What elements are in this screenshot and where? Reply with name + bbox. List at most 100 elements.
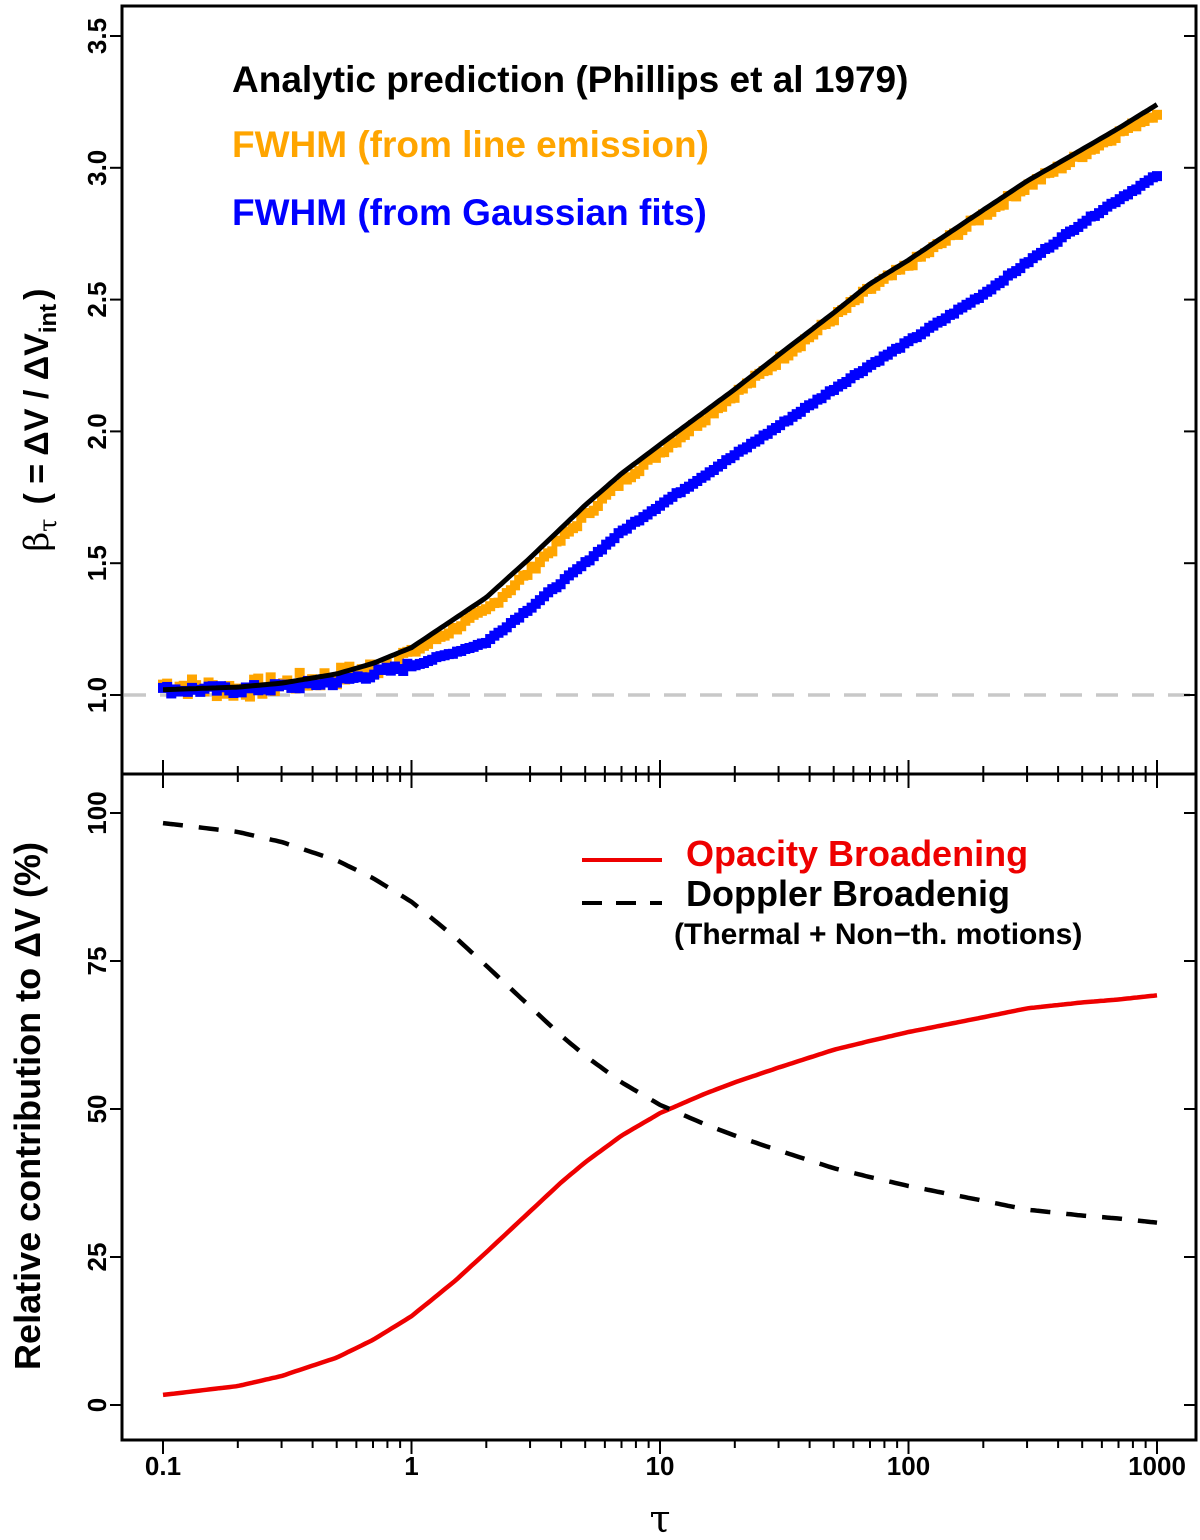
data-point (737, 383, 748, 394)
data-point (998, 199, 1009, 210)
top-panel: 1.0 1.5 2.0 2.5 3.0 3.5 βτ ( = ΔV / ΔVint) Ana… (17, 4, 1198, 788)
bottom-panel: 0 25 50 75 100 0.1 1 10 100 1000 Relative contri… (7, 772, 1198, 1540)
data-point (700, 415, 711, 426)
legend-gaussian-fits: FWHM (from Gaussian fits) (232, 192, 707, 233)
data-point (1152, 109, 1162, 120)
data-point (443, 628, 454, 639)
x-axis-label: τ (649, 1497, 670, 1540)
data-point (605, 486, 616, 497)
data-point (961, 221, 972, 232)
top-plot-area (124, 102, 1194, 702)
data-point (671, 437, 682, 448)
data-point (265, 685, 276, 696)
x-tick-label: 10 (646, 1451, 675, 1481)
series-gaussian-fits (158, 171, 1162, 699)
x-tick-label: 0.1 (145, 1451, 181, 1481)
top-y-axis-label: βτ ( = ΔV / ΔVint) (17, 289, 62, 552)
data-point (244, 691, 255, 702)
data-point (522, 569, 533, 580)
data-point (178, 680, 189, 691)
data-point (211, 691, 222, 702)
tau-subscript: τ (34, 519, 62, 532)
data-point (973, 215, 984, 226)
data-point (294, 667, 305, 678)
top-y-tick-label: 2.0 (82, 413, 112, 449)
ylabel-open: ( = ΔV / ΔV (18, 333, 56, 505)
bottom-y-axis: 0 25 50 75 100 (82, 791, 1196, 1412)
data-point (940, 235, 951, 246)
data-point (708, 408, 719, 419)
data-point (1110, 133, 1121, 144)
series-analytic-line (162, 102, 1159, 693)
data-point (746, 377, 757, 388)
top-y-tick-label: 1.5 (82, 545, 112, 581)
data-point (253, 673, 264, 684)
series-opacity-line (162, 993, 1158, 1398)
data-point (717, 401, 728, 412)
data-point (530, 563, 541, 574)
legend-analytic: Analytic prediction (Phillips et al 1979… (232, 59, 908, 100)
ylabel-sub: int (35, 304, 62, 333)
data-point (907, 260, 918, 271)
bottom-y-tick-label: 50 (82, 1095, 112, 1124)
data-point (555, 579, 566, 590)
data-point (1027, 179, 1038, 190)
legend-line-emission: FWHM (from line emission) (232, 124, 709, 165)
top-y-tick-label: 2.5 (82, 282, 112, 318)
bottom-panel-frame (120, 772, 1198, 1442)
data-point (398, 665, 409, 676)
data-point (510, 580, 521, 591)
data-point (493, 597, 504, 608)
top-y-axis: 1.0 1.5 2.0 2.5 3.0 3.5 (82, 18, 1196, 713)
data-point (555, 535, 566, 546)
bottom-y-tick-label: 100 (82, 791, 112, 834)
bottom-x-axis: 0.1 1 10 100 1000 (145, 1440, 1186, 1481)
x-tick-label: 1 (404, 1451, 418, 1481)
bottom-plot-area (162, 820, 1158, 1398)
data-point (186, 674, 197, 685)
x-tick-label: 1000 (1128, 1451, 1186, 1481)
data-point (853, 293, 864, 304)
data-point (683, 426, 694, 437)
data-point (812, 325, 823, 336)
data-point (1065, 157, 1076, 168)
data-point (1019, 184, 1030, 195)
x-tick-label: 100 (887, 1451, 930, 1481)
legend-doppler-label: Doppler Broadenig (686, 873, 1010, 914)
data-point (319, 668, 330, 679)
ylabel-close: ) (18, 289, 56, 300)
bottom-y-tick-label: 75 (82, 947, 112, 976)
data-point (886, 270, 897, 281)
data-point (456, 621, 467, 632)
data-point (828, 315, 839, 326)
data-point (360, 666, 371, 677)
top-y-tick-label: 3.0 (82, 150, 112, 186)
data-point (841, 302, 852, 313)
data-point (394, 654, 405, 665)
top-panel-frame (120, 4, 1198, 776)
data-point (1048, 166, 1059, 177)
data-point (1152, 171, 1162, 182)
data-point (650, 452, 661, 463)
data-point (795, 341, 806, 352)
bottom-y-axis-label: Relative contribution to ΔV (%) (7, 842, 48, 1370)
data-point (592, 500, 603, 511)
data-point (336, 662, 347, 673)
bottom-y-tick-label: 0 (82, 1398, 112, 1412)
top-y-tick-label: 3.5 (82, 18, 112, 54)
data-point (534, 557, 545, 568)
legend-opacity-label: Opacity Broadening (686, 833, 1028, 874)
top-y-tick-label: 1.0 (82, 677, 112, 713)
series-doppler-line (162, 820, 1158, 1225)
data-point (344, 661, 355, 672)
data-point (162, 681, 173, 692)
data-point (369, 669, 380, 680)
data-point (547, 546, 558, 557)
data-point (572, 521, 583, 532)
data-point (613, 480, 624, 491)
data-point (924, 247, 935, 258)
data-point (1036, 174, 1047, 185)
bottom-y-tick-label: 25 (82, 1243, 112, 1272)
data-point (634, 466, 645, 477)
data-point (770, 359, 781, 370)
